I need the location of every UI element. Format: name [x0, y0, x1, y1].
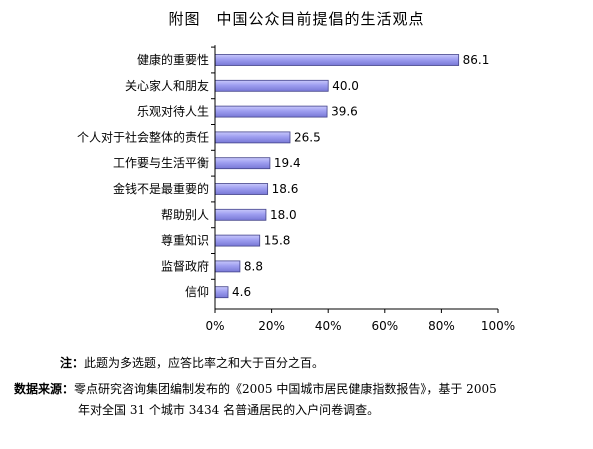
x-tick-label: 20% [258, 319, 285, 333]
value-label: 26.5 [294, 130, 321, 144]
bar [214, 286, 229, 299]
category-label: 个人对于社会整体的责任 [77, 129, 209, 144]
value-label: 86.1 [463, 53, 490, 67]
note-text: 此题为多选题，应答比率之和大于百分之百。 [84, 356, 325, 370]
bar [214, 260, 241, 273]
value-label: 19.4 [274, 156, 301, 170]
category-label: 关心家人和朋友 [125, 78, 209, 93]
value-label: 4.6 [232, 285, 251, 299]
category-label: 信仰 [185, 284, 209, 299]
category-label: 帮助别人 [161, 208, 209, 222]
x-tick-label: 60% [371, 319, 398, 333]
category-label: 尊重知识 [161, 233, 209, 248]
bar-chart: 0% 20% 40% 60% 80% 100% 健康的重要性 86.1 关心家人和朋友 40.0… [77, 45, 515, 333]
source-line-2: 年对全国 31 个城市 3434 名普通居民的入户问卷调查。 [78, 401, 379, 419]
category-label: 乐观对待人生 [137, 105, 209, 119]
bar [214, 234, 261, 247]
note-label: 注： [60, 356, 85, 370]
value-label: 18.0 [270, 208, 297, 222]
value-label: 18.6 [272, 182, 299, 196]
note-line: 注：此题为多选题，应答比率之和大于百分之百。 [60, 354, 324, 372]
bar [214, 157, 271, 170]
bar [214, 208, 267, 221]
category-label: 工作要与生活平衡 [113, 156, 209, 170]
value-label: 39.6 [331, 105, 358, 119]
bar [214, 131, 291, 144]
x-tick-label: 80% [428, 319, 455, 333]
category-label: 健康的重要性 [137, 52, 209, 67]
bar [214, 105, 328, 118]
category-label: 监督政府 [161, 258, 209, 273]
bar [214, 183, 269, 195]
source-text-2: 年对全国 31 个城市 3434 名普通居民的入户问卷调查。 [78, 403, 380, 417]
x-tick-label: 40% [315, 319, 342, 333]
source-line-1: 数据来源：零点研究咨询集团编制发布的《2005 中国城市居民健康指数报告》，基于… [14, 380, 497, 398]
bars-layer [214, 54, 460, 299]
x-tick-label: 100% [481, 319, 515, 333]
value-label: 15.8 [264, 234, 291, 248]
value-label: 8.8 [244, 259, 263, 273]
chart-title: 附图 中国公众目前提倡的生活观点 [168, 10, 425, 28]
bar [214, 79, 329, 92]
x-tick-label: 0% [205, 319, 224, 333]
axis-layer: 0% 20% 40% 60% 80% 100% [205, 45, 515, 333]
source-text-1: 零点研究咨询集团编制发布的《2005 中国城市居民健康指数报告》，基于 2005 [74, 382, 497, 396]
labels-layer: 健康的重要性 86.1 关心家人和朋友 40.0 乐观对待人生 39.6 个人对于社会整体的… [77, 52, 489, 299]
source-label: 数据来源： [14, 382, 75, 396]
bar [214, 54, 460, 66]
category-label: 金钱不是最重要的 [113, 181, 209, 196]
value-label: 40.0 [332, 79, 359, 93]
